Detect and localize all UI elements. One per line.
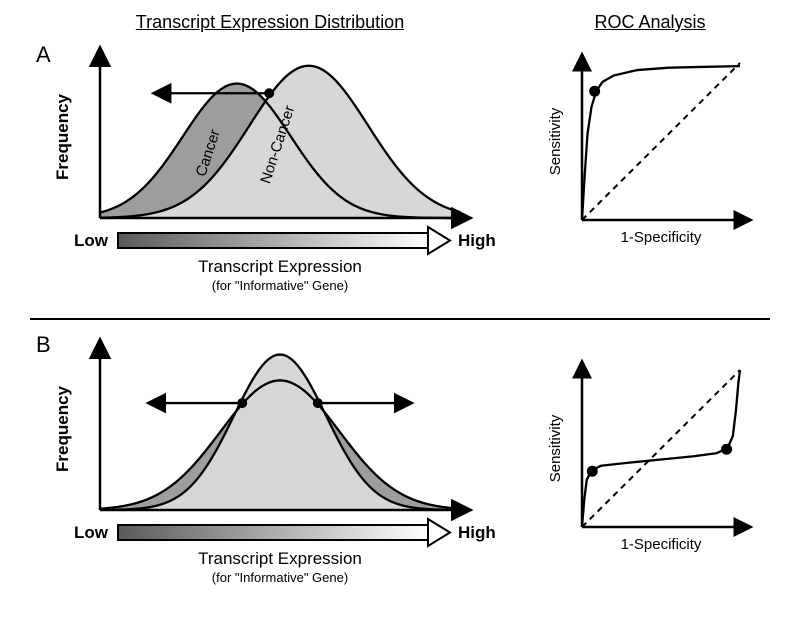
gradient-bar [118, 233, 428, 248]
intersection-marker [237, 398, 247, 408]
y-axis-label: Frequency [53, 385, 72, 472]
panel-b-distribution: Frequency Low High Transcript Expression (fo… [40, 330, 510, 610]
gradient-arrowhead [428, 227, 450, 254]
figure-root: Transcript Expression Distribution ROC A… [0, 0, 800, 635]
roc-y-label: Sensitivity [547, 414, 564, 482]
roc-marker [587, 466, 598, 477]
roc-x-label: 1-Specificity [621, 536, 702, 553]
roc-marker [721, 444, 732, 455]
panel-divider [30, 318, 770, 320]
gradient-arrowhead [428, 519, 450, 546]
x-axis-label-sub: (for "Informative" Gene) [212, 570, 348, 585]
roc-diagonal [582, 63, 740, 220]
header-roc: ROC Analysis [560, 12, 740, 33]
x-low-label: Low [74, 231, 109, 250]
x-axis-label-main: Transcript Expression [198, 257, 362, 276]
x-axis-label-sub: (for "Informative" Gene) [212, 278, 348, 293]
roc-x-label: 1-Specificity [621, 229, 702, 246]
panel-a-roc: Sensitivity 1-Specificity [540, 45, 770, 275]
y-axis-label: Frequency [53, 93, 72, 180]
panel-b-roc: Sensitivity 1-Specificity [540, 352, 770, 582]
x-high-label: High [458, 231, 496, 250]
header-distribution: Transcript Expression Distribution [80, 12, 460, 33]
roc-diagonal [582, 370, 740, 527]
intersection-marker [264, 88, 274, 98]
x-axis-label-main: Transcript Expression [198, 549, 362, 568]
intersection-marker [313, 398, 323, 408]
x-low-label: Low [74, 523, 109, 542]
roc-marker [589, 86, 600, 97]
panel-a-distribution: CancerNon-CancerFrequencyLowHighTranscri… [40, 38, 510, 318]
density-fill-narrow [100, 354, 460, 510]
gradient-bar [118, 525, 428, 540]
roc-y-label: Sensitivity [547, 107, 564, 175]
x-high-label: High [458, 523, 496, 542]
